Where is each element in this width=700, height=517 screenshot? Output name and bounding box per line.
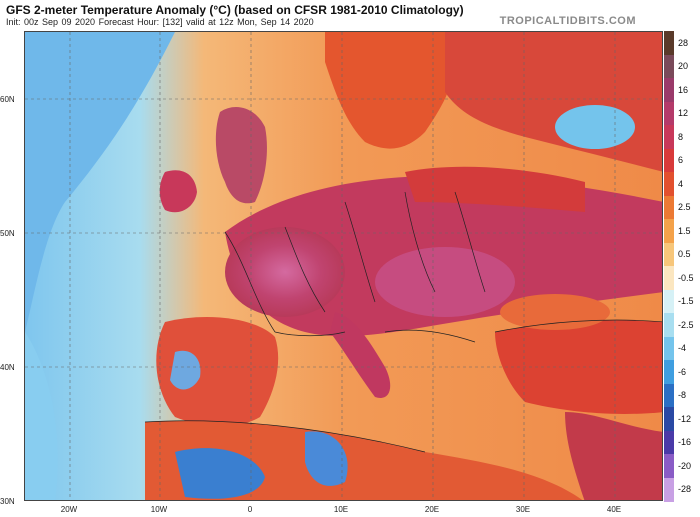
colorbar-cell <box>664 195 674 220</box>
colorbar-label: -4 <box>678 343 687 354</box>
colorbar-cell <box>664 336 674 361</box>
baltic-region <box>405 166 585 212</box>
lat-label-40n: 40N <box>0 363 15 372</box>
france-heat-core <box>225 227 345 317</box>
colorbar-cell <box>664 313 674 337</box>
colorbar-label: 20 <box>678 61 689 72</box>
scandinavia <box>325 32 454 149</box>
colorbar-label: -12 <box>678 413 692 424</box>
colorbar-label: 4 <box>678 178 684 189</box>
great-britain <box>215 107 267 204</box>
colorbar-label: -1.5 <box>678 296 694 307</box>
ireland <box>159 170 197 213</box>
colorbar-label: -6 <box>678 366 687 377</box>
colorbar-label: -28 <box>678 484 692 495</box>
temperature-anomaly-map <box>24 31 663 501</box>
colorbar-label: 2.5 <box>678 202 691 213</box>
colorbar-cell <box>664 289 674 314</box>
colorbar-legend: 28 20 16 12 8 6 4 2.5 1.5 0.5 -0.5 -1.5 -2.5 -4 -6 -8 -1… <box>664 31 700 502</box>
lat-label-50n: 50N <box>0 229 15 238</box>
lon-label-0: 0 <box>247 505 253 514</box>
forecast-info: Init: 00z Sep 09 2020 Forecast Hour: [13… <box>6 17 314 27</box>
colorbar-label: -16 <box>678 437 692 448</box>
algeria-cold-region <box>305 431 348 486</box>
black-sea <box>500 294 610 330</box>
colorbar-label: -0.5 <box>678 272 694 283</box>
lon-label-40e: 40E <box>606 505 622 514</box>
colorbar-cell <box>664 148 674 173</box>
colorbar-label: 0.5 <box>678 249 691 260</box>
colorbar-cell <box>664 31 674 55</box>
lon-label-10e: 10E <box>333 505 349 514</box>
atlas-cold-region <box>175 448 265 499</box>
colorbar-cell <box>664 266 674 290</box>
iberia-cool-spot <box>170 350 201 390</box>
colorbar-label: -20 <box>678 460 692 471</box>
colorbar-cell <box>664 430 674 455</box>
lon-label-10w: 10W <box>150 505 168 514</box>
italy <box>330 312 391 398</box>
colorbar-cell <box>664 125 674 149</box>
colorbar-cell <box>664 454 674 478</box>
colorbar-label: -2.5 <box>678 319 694 330</box>
cold-atlantic-south <box>25 332 58 500</box>
colorbar-cell <box>664 407 674 431</box>
colorbar-cell <box>664 477 674 502</box>
iberia <box>156 317 279 427</box>
colorbar-cell <box>664 101 674 126</box>
lon-label-20e: 20E <box>424 505 440 514</box>
map-canvas <box>25 32 662 500</box>
colorbar-cell <box>664 242 674 267</box>
colorbar-label: 16 <box>678 84 689 95</box>
middle-east <box>565 412 662 500</box>
colorbar-cell <box>664 360 674 384</box>
colorbar-cell <box>664 383 674 408</box>
lon-label-30e: 30E <box>515 505 531 514</box>
country-borders <box>144 191 662 453</box>
colorbar-label: 8 <box>678 131 684 142</box>
colorbar-label: 1.5 <box>678 225 691 236</box>
colorbar-cell <box>664 219 674 243</box>
colorbar-label: 28 <box>678 37 689 48</box>
colorbar-label: -8 <box>678 390 687 401</box>
brand-watermark: TROPICALTIDBITS.COM <box>499 15 636 27</box>
lon-label-20w: 20W <box>60 505 78 514</box>
lat-label-30n: 30N <box>0 497 15 506</box>
balkan-heat <box>375 247 515 317</box>
colorbar-cell <box>664 54 674 79</box>
cold-pocket-russia <box>555 105 635 149</box>
colorbar-cell <box>664 78 674 102</box>
map-title: GFS 2-meter Temperature Anomaly (°C) (ba… <box>6 3 464 17</box>
colorbar-cell <box>664 172 674 196</box>
header: GFS 2-meter Temperature Anomaly (°C) (ba… <box>0 0 700 30</box>
lat-label-60n: 60N <box>0 95 15 104</box>
colorbar-label: 6 <box>678 155 684 166</box>
cold-atlantic-region <box>25 32 175 332</box>
colorbar-label: 12 <box>678 108 689 119</box>
